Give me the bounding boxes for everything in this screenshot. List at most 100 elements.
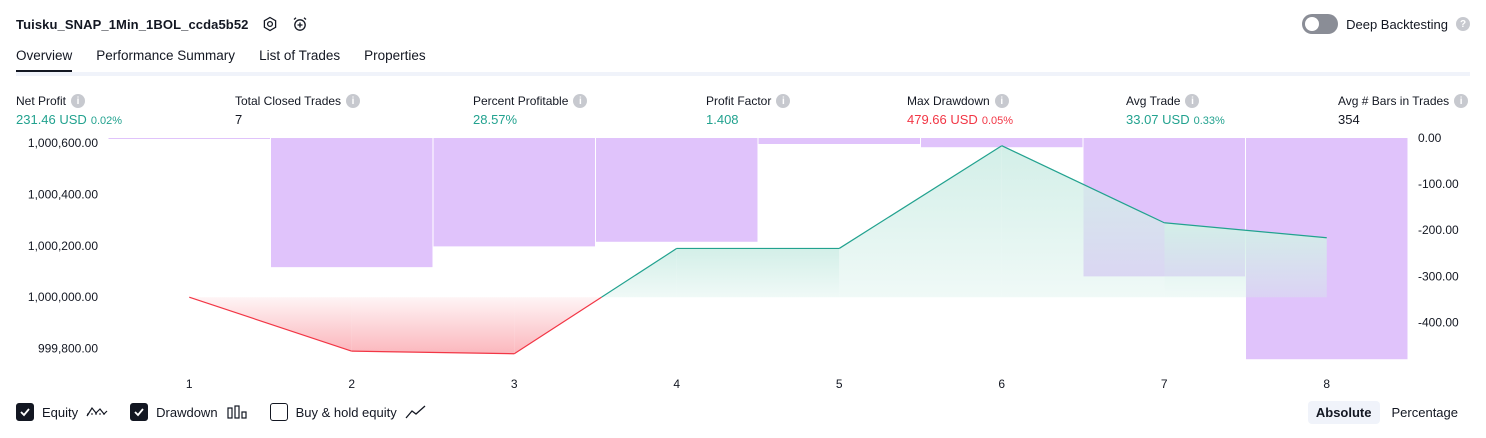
x-axis-tick-label: 5: [836, 377, 843, 391]
x-axis-tick-label: 7: [1161, 377, 1168, 391]
metric-label: Total Closed Trades: [235, 94, 342, 108]
legend-equity[interactable]: Equity: [16, 403, 108, 421]
tab-list-of-trades[interactable]: List of Trades: [259, 48, 341, 63]
equity-loss-area: [351, 297, 515, 354]
drawdown-bar: [433, 138, 595, 247]
help-icon[interactable]: ?: [1456, 17, 1470, 31]
deep-backtesting-toggle[interactable]: [1302, 14, 1339, 34]
left-axis-tick-label: 999,800.00: [38, 342, 98, 356]
right-axis-tick-label: -300.00: [1418, 269, 1459, 283]
equity-checkbox[interactable]: [16, 403, 34, 421]
metric-percent: 0.02%: [90, 115, 123, 127]
left-axis-tick-label: 1,000,400.00: [28, 188, 98, 202]
info-icon[interactable]: i: [1454, 94, 1469, 108]
metric-avg-trade: Avg Trade i 33.07 USD 0.33%: [1126, 94, 1225, 127]
drawdown-bar: [921, 138, 1083, 148]
buy-hold-checkbox[interactable]: [269, 403, 288, 421]
equity-line-segment: [1001, 145, 1165, 224]
right-axis-tick-label: 0.00: [1418, 131, 1442, 145]
x-axis-tick-label: 1: [186, 377, 193, 391]
metric-total-closed-trades: Total Closed Trades i 7: [235, 94, 361, 127]
metric-value: 231.46 USD: [16, 112, 87, 127]
drawdown-bar: [271, 138, 433, 268]
metric-label: Percent Profitable: [473, 94, 569, 108]
metric-percent: 0.33%: [1193, 115, 1225, 127]
add-alert-icon[interactable]: [291, 15, 309, 33]
equity-line-segment: [351, 350, 515, 355]
metric-percent: 0.05%: [981, 115, 1014, 127]
info-icon[interactable]: i: [573, 94, 588, 108]
metric-value: 479.66 USD: [907, 112, 978, 127]
drawdown-bars-icon: [226, 405, 247, 419]
legend-buy-hold-label: Buy & hold equity: [295, 404, 397, 420]
metric-value: 1.408: [706, 112, 739, 127]
left-axis-tick-label: 1,000,600.00: [28, 136, 98, 150]
drawdown-bar: [758, 138, 920, 144]
tab-bar: Overview Performance Summary List of Tra…: [16, 48, 426, 72]
display-mode-switch: Absolute Percentage: [1307, 401, 1466, 424]
drawdown-bar: [596, 138, 758, 242]
equity-profit-area: [839, 145, 1002, 298]
x-axis-tick-label: 3: [511, 377, 518, 391]
right-axis-tick-label: -100.00: [1418, 177, 1459, 191]
left-axis-tick-label: 1,000,200.00: [28, 239, 98, 253]
equity-profit-area: [676, 248, 840, 298]
metric-value: 354: [1338, 112, 1360, 127]
right-axis-tick-label: -400.00: [1418, 315, 1459, 329]
metric-label: Net Profit: [16, 94, 67, 108]
metric-label: Profit Factor: [706, 94, 772, 108]
percentage-button[interactable]: Percentage: [1391, 405, 1459, 420]
equity-line-segment: [513, 296, 602, 355]
info-icon[interactable]: i: [346, 94, 361, 108]
x-axis-tick-label: 8: [1323, 377, 1330, 391]
legend-equity-label: Equity: [42, 404, 79, 420]
info-icon[interactable]: i: [1185, 94, 1200, 108]
deep-backtesting: Deep Backtesting ?: [1302, 14, 1470, 34]
settings-icon[interactable]: [261, 15, 279, 33]
metric-net-profit: Net Profit i 231.46 USD 0.02%: [16, 94, 122, 127]
legend-drawdown[interactable]: Drawdown: [130, 403, 247, 421]
metric-avg-bars: Avg # Bars in Trades i 354: [1338, 94, 1469, 127]
x-axis-tick-label: 2: [348, 377, 355, 391]
tab-properties[interactable]: Properties: [364, 48, 426, 63]
info-icon[interactable]: i: [776, 94, 791, 108]
legend-drawdown-label: Drawdown: [156, 404, 218, 420]
drawdown-checkbox[interactable]: [130, 403, 149, 421]
deep-backtesting-label: Deep Backtesting: [1346, 16, 1448, 32]
equity-line-icon: [86, 406, 108, 417]
absolute-button[interactable]: Absolute: [1307, 401, 1380, 424]
metric-label: Max Drawdown: [907, 94, 990, 108]
drawdown-bar: [108, 138, 270, 139]
metric-value: 28.57%: [473, 112, 518, 127]
legend-buy-hold[interactable]: Buy & hold equity: [269, 403, 427, 421]
buy-hold-line-icon: [405, 405, 426, 419]
chart-legend: Equity Drawdown Buy & hold equity: [16, 403, 449, 421]
equity-profit-area: [1164, 222, 1327, 298]
metric-profit-factor: Profit Factor i 1.408: [706, 94, 791, 127]
metric-label: Avg Trade: [1126, 94, 1181, 108]
x-axis-tick-label: 6: [998, 377, 1005, 391]
strategy-header: Tuisku_SNAP_1Min_1BOL_ccda5b52: [16, 14, 309, 34]
left-axis-tick-label: 1,000,000.00: [28, 290, 98, 304]
metric-max-drawdown: Max Drawdown i 479.66 USD 0.05%: [907, 94, 1013, 127]
metric-value: 33.07 USD: [1126, 112, 1190, 127]
tab-overview[interactable]: Overview: [16, 48, 73, 72]
toggle-knob: [1305, 17, 1320, 31]
equity-drawdown-chart[interactable]: 1,000,600.00 1,000,400.00 1,000,200.00 1,00…: [0, 130, 1486, 395]
equity-line-segment: [189, 296, 352, 352]
metric-label: Avg # Bars in Trades: [1338, 94, 1450, 108]
strategy-name: Tuisku_SNAP_1Min_1BOL_ccda5b52: [16, 16, 249, 32]
equity-line-segment: [1164, 222, 1327, 239]
right-axis-tick-label: -200.00: [1418, 223, 1459, 237]
equity-line-segment: [601, 247, 678, 298]
info-icon[interactable]: i: [994, 94, 1009, 108]
metric-value: 7: [235, 112, 243, 127]
tab-performance-summary[interactable]: Performance Summary: [96, 48, 236, 63]
equity-loss-area: [189, 297, 352, 352]
info-icon[interactable]: i: [71, 94, 86, 108]
equity-line-segment: [838, 145, 1003, 249]
equity-profit-area: [1001, 145, 1165, 298]
tabs-divider: [16, 72, 1470, 76]
metric-percent-profitable: Percent Profitable i 28.57%: [473, 94, 588, 127]
x-axis-tick-label: 4: [673, 377, 680, 391]
